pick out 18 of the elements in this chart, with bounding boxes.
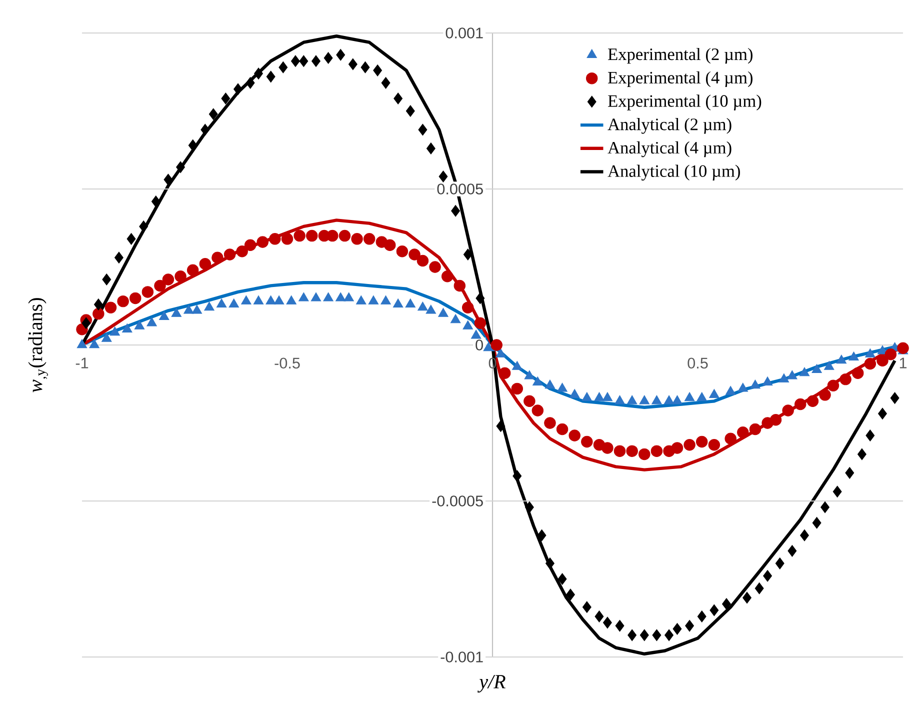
y-tick-label: 0 (476, 340, 483, 350)
legend-label: Analytical (2 µm) (608, 118, 732, 134)
y-axis-title: w$_{,y}$(radians) (28, 298, 48, 392)
legend-label: Experimental (2 µm) (608, 48, 752, 64)
x-tick-label: 0 (488, 358, 496, 369)
y-tick-label: -0.001 (440, 652, 483, 662)
x-tick-label: -1 (76, 358, 88, 368)
legend-label: Analytical (4 µm) (608, 141, 732, 158)
x-tick-label: 1 (900, 358, 907, 368)
y-tick-label: 0.001 (446, 28, 483, 38)
x-tick-label: 0.5 (688, 358, 708, 369)
legend-label: Experimental (4 µm) (608, 71, 752, 88)
legend-label: Experimental (10 µm) (608, 94, 762, 110)
x-axis-title: y/R (478, 675, 506, 693)
legend-label: Analytical (10 µm) (608, 164, 740, 181)
x-tick-label: -0.5 (274, 358, 300, 369)
y-tick-label: 0.0005 (437, 184, 483, 194)
y-tick-label: -0.0005 (432, 496, 483, 506)
